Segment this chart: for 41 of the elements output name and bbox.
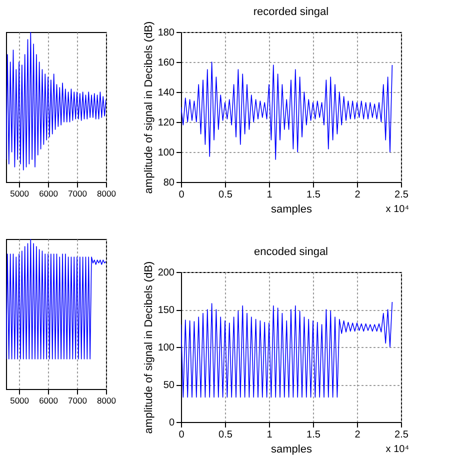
y-tick-label: 100 <box>158 148 175 158</box>
x-tick-label: 6000 <box>39 396 58 406</box>
y-tick-label: 0 <box>168 418 175 428</box>
x-tick-label: 0 <box>178 190 185 200</box>
y-tick-label: 50 <box>163 380 175 391</box>
x-tick-label: 1.5 <box>306 430 321 440</box>
x-tick-label: 2 <box>354 190 361 200</box>
x-tick-label: 0 <box>178 430 185 440</box>
x-tick-label: 1 <box>266 190 273 200</box>
y-axis-title: amplitude of signal in Decibels (dB) <box>142 261 155 434</box>
y-tick-label: 180 <box>158 28 175 38</box>
y-tick-label: 200 <box>158 268 175 278</box>
x-tick-label: 1.5 <box>306 190 321 200</box>
y-tick-label: 150 <box>158 305 175 316</box>
x-tick-label: 7000 <box>68 396 88 406</box>
x-tick-label: 2.5 <box>394 190 409 200</box>
x-tick-label: 8000 <box>97 396 116 406</box>
x-tick-label: 6000 <box>39 188 58 198</box>
x-tick-label: 0.5 <box>218 190 233 200</box>
line-series <box>181 62 393 160</box>
y-tick-label: 140 <box>158 88 175 98</box>
x-tick-label: 2 <box>354 430 361 440</box>
y-tick-label: 120 <box>158 118 175 128</box>
y-tick-label: 100 <box>158 342 175 354</box>
y-tick-label: 160 <box>158 58 175 68</box>
x-axis-title: samples <box>271 444 312 456</box>
x-axis-title: samples <box>271 204 312 216</box>
chart-title: encoded singal <box>254 246 328 258</box>
line-series <box>181 302 393 398</box>
x-tick-label: 5000 <box>10 396 30 406</box>
text: x 10⁴ <box>386 204 409 215</box>
y-axis-title: amplitude of signal in Decibels (dB) <box>142 21 155 194</box>
x-tick-label: 7000 <box>68 188 88 198</box>
x-tick-label: 5000 <box>10 188 30 198</box>
x-tick-label: 0.5 <box>218 430 233 440</box>
x-tick-label: 2.5 <box>394 430 409 440</box>
chart-title: recorded singal <box>253 6 329 18</box>
x-tick-label: 1 <box>266 430 273 440</box>
text: x 10⁴ <box>386 444 409 455</box>
y-tick-label: 80 <box>163 178 175 188</box>
x-tick-label: 8000 <box>97 188 116 198</box>
